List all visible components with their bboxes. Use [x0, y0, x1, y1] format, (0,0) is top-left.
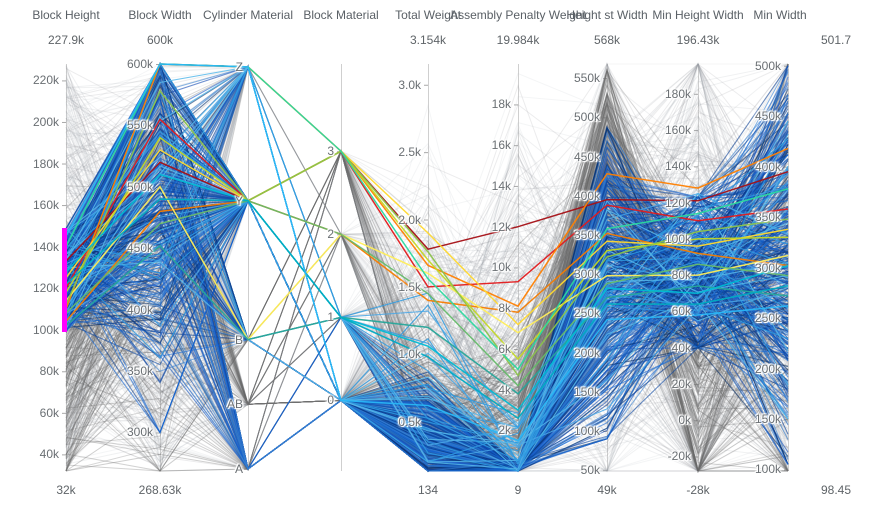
axis-title-min-width[interactable]: Min Width: [753, 8, 807, 22]
brush-selection[interactable]: [62, 227, 67, 332]
axis-title-height-st-width[interactable]: Height st Width: [566, 8, 648, 22]
axis-title-cylinder-material[interactable]: Cylinder Material: [202, 8, 294, 22]
axis-title-block-height[interactable]: Block Height: [32, 8, 100, 22]
axis-title-min-height-width[interactable]: Min Height Width: [652, 8, 744, 22]
axis-title-assembly-penalty-weight[interactable]: Assembly Penalty Weight: [450, 8, 586, 22]
axis-title-block-material[interactable]: Block Material: [303, 8, 379, 22]
axis-title-total-weight[interactable]: Total Weight: [395, 8, 461, 22]
axis-title-block-width[interactable]: Block Width: [128, 8, 192, 22]
